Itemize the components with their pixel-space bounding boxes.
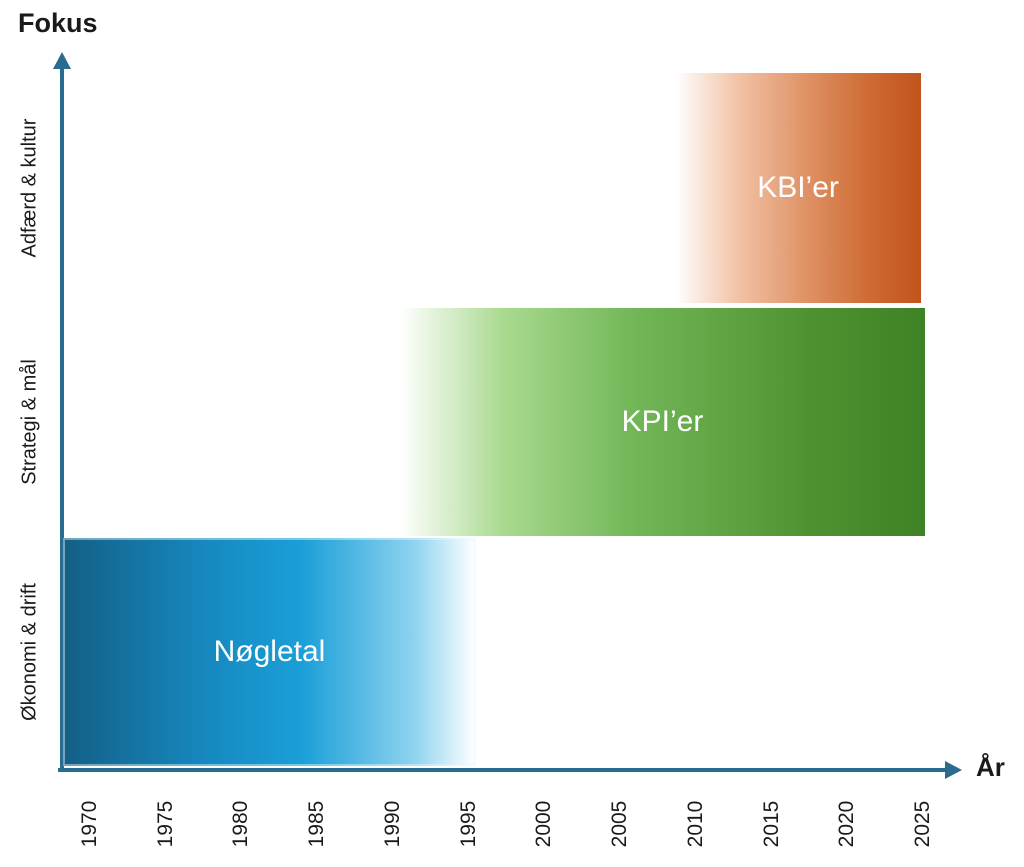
x-tick-label-2000: 2000 <box>532 800 556 848</box>
y-axis-arrow-icon <box>53 52 71 69</box>
x-tick-label-1995: 1995 <box>456 800 480 848</box>
bar-label: Nøgletal <box>213 635 326 668</box>
x-tick-label-2020: 2020 <box>835 800 859 848</box>
bar-label: KPI’er <box>621 405 704 438</box>
x-axis-line <box>58 768 948 772</box>
bar-label: KBI’er <box>757 171 839 204</box>
x-axis-arrow-icon <box>945 761 962 779</box>
y-axis-title: Fokus <box>18 8 98 38</box>
x-tick-label-1970: 1970 <box>78 800 101 848</box>
x-tick-label-1985: 1985 <box>305 800 329 848</box>
y-category-label-0: Økonomi & drift <box>18 583 41 721</box>
timeline-bar-kbier: KBI’er <box>674 73 922 303</box>
x-tick-label-2005: 2005 <box>608 800 632 848</box>
x-tick-label-2015: 2015 <box>759 800 783 848</box>
y-category-label-2: Adfærd & kultur <box>18 118 41 258</box>
timeline-bar-noegletal: Nøgletal <box>62 538 477 766</box>
x-tick-label-1990: 1990 <box>380 800 404 848</box>
x-tick-label-2010: 2010 <box>683 800 707 848</box>
x-axis-title: År <box>976 752 1005 782</box>
y-axis-line <box>60 66 64 772</box>
y-category-label-1: Strategi & mål <box>18 359 41 485</box>
x-tick-label-1980: 1980 <box>229 800 253 848</box>
x-tick-label-2025: 2025 <box>911 800 934 848</box>
timeline-bar-kpier: KPI’er <box>400 308 925 536</box>
x-tick-label-1975: 1975 <box>153 800 177 848</box>
